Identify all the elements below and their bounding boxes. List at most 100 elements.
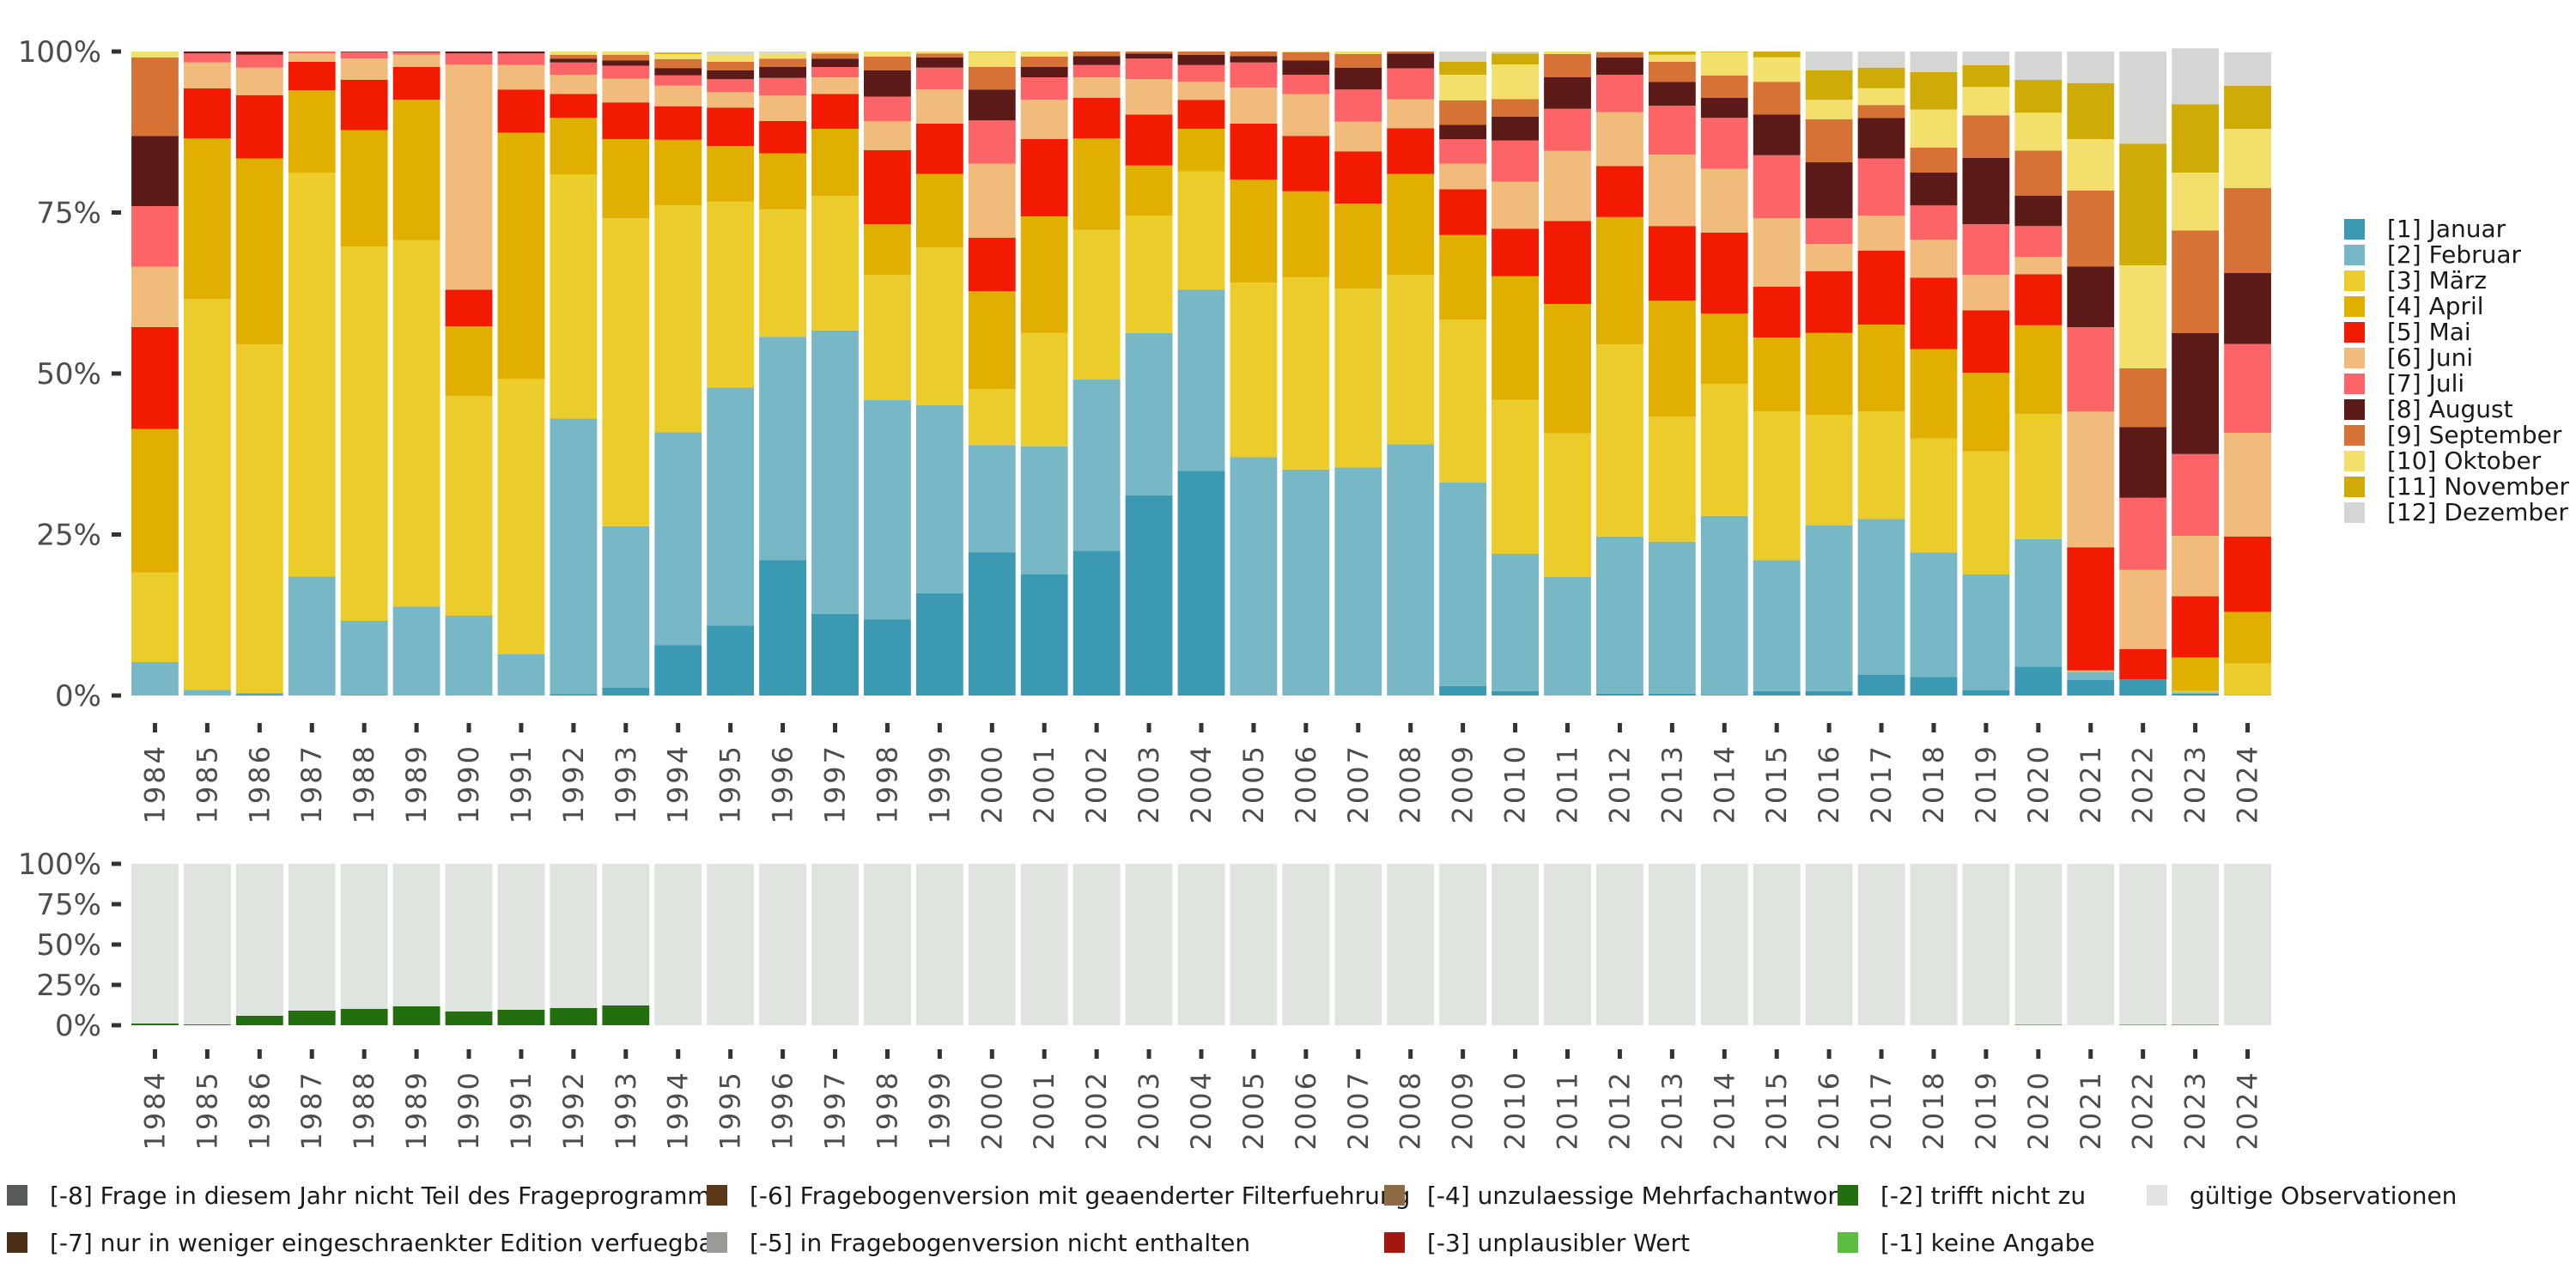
bar-segment — [1962, 64, 2010, 88]
bar-segment — [1857, 411, 1905, 519]
bar-segment — [811, 67, 859, 77]
bar-segment — [2172, 690, 2220, 693]
bar-segment — [1230, 457, 1278, 696]
top-chart-panel: 0% 25% 50% 75% 100% 1984 1985 1986 1987 1988 1989 1… — [18, 35, 2271, 823]
x-tick — [2088, 1049, 2093, 1059]
bar-segment — [1753, 114, 1801, 155]
bar-segment — [235, 693, 283, 695]
x-tick-label: 2021 — [2075, 1070, 2107, 1150]
bar-segment — [235, 67, 283, 95]
bar-segment — [2014, 52, 2063, 80]
bar-segment — [707, 52, 755, 55]
bar-segment — [864, 57, 911, 70]
bar-segment — [707, 146, 755, 202]
bar-segment — [445, 53, 493, 64]
bar-segment — [1282, 94, 1330, 137]
x-tick — [1513, 1049, 1518, 1059]
bar-segment — [2224, 129, 2271, 188]
bar-segment — [1387, 864, 1435, 1025]
bar-segment — [707, 54, 755, 62]
bar-segment — [2172, 536, 2220, 597]
bar-segment — [392, 54, 440, 67]
bar-segment — [2172, 864, 2220, 1025]
bar-segment — [1492, 276, 1539, 400]
bar-segment — [1910, 52, 1958, 72]
bar-segment — [1072, 550, 1121, 696]
bar-segment — [1962, 574, 2010, 690]
bar-segment — [445, 289, 493, 327]
bar-segment — [915, 89, 963, 124]
bar-segment — [759, 209, 807, 337]
bar-segment — [2172, 332, 2220, 454]
legend-item: [-1] keine Angabe — [1838, 1229, 2095, 1257]
x-tick — [1199, 1049, 1204, 1059]
legend-swatch — [2344, 270, 2365, 291]
bar-segment — [1910, 173, 1958, 206]
x-tick-label: 2002 — [1080, 744, 1113, 823]
x-tick — [1774, 1049, 1779, 1059]
x-tick — [884, 723, 890, 732]
bar-segment — [1857, 250, 1905, 325]
legend-swatch — [2344, 219, 2365, 240]
bar-segment — [1595, 693, 1643, 696]
y-tick — [112, 210, 121, 215]
bar-segment — [392, 67, 440, 100]
bar-segment — [1595, 75, 1643, 112]
legend-item: [5] Mai — [2344, 318, 2471, 346]
bar-segment — [1020, 67, 1068, 77]
legend-item: [-7] nur in weniger eingeschraenkter Edi… — [7, 1229, 724, 1257]
bar-segment — [707, 70, 755, 80]
bar-segment — [1177, 82, 1225, 100]
bar-segment — [1700, 98, 1748, 118]
bar-segment — [1648, 541, 1696, 694]
x-tick-label: 1993 — [610, 744, 642, 823]
bar-segment — [1805, 332, 1853, 415]
bar-segment — [811, 613, 859, 696]
x-tick — [1722, 1049, 1727, 1059]
bar-segment — [131, 206, 179, 267]
x-tick — [2036, 723, 2041, 732]
x-tick — [1199, 723, 1204, 732]
bar-segment — [1439, 864, 1487, 1025]
bar-segment — [1439, 139, 1487, 164]
bar-segment — [1230, 179, 1278, 283]
bar-segment — [1648, 155, 1696, 227]
bar-segment — [759, 153, 807, 210]
bar-segment — [497, 654, 545, 696]
bar-segment — [1072, 98, 1121, 139]
legend-item: [2] Februar — [2344, 240, 2522, 269]
bar-segment — [2224, 536, 2271, 612]
legend-swatch — [2344, 296, 2365, 317]
bar-segment — [1439, 163, 1487, 190]
x-tick — [1774, 723, 1779, 732]
x-tick-label: 2010 — [1499, 1070, 1532, 1150]
bar-segment — [915, 67, 963, 90]
x-tick — [466, 1049, 471, 1059]
bar-segment — [1439, 125, 1487, 139]
bar-segment — [2119, 427, 2167, 498]
x-tick-label: 2006 — [1290, 1070, 1322, 1150]
bar-segment — [392, 864, 440, 1006]
bar-segment — [1230, 88, 1278, 124]
bar-segment — [1544, 577, 1591, 696]
bar-segment — [864, 224, 911, 276]
x-tick-label: 2021 — [2075, 744, 2107, 823]
bar-segment — [550, 58, 598, 63]
y-tick — [112, 532, 121, 537]
bar-segment — [654, 432, 702, 646]
x-tick-label: 1990 — [453, 744, 485, 823]
x-tick-label: 1995 — [714, 744, 747, 823]
x-tick-label: 2000 — [975, 744, 1008, 823]
bar-segment — [1020, 574, 1068, 696]
bar-segment — [602, 139, 650, 219]
bar-segment — [1230, 56, 1278, 63]
bar-segment — [1595, 112, 1643, 167]
bar-segment — [288, 52, 336, 54]
bar-segment — [183, 62, 231, 88]
bar-segment — [1805, 52, 1853, 70]
legend-swatch — [2344, 322, 2365, 343]
bar-segment — [445, 52, 493, 54]
legend-item: gültige Observationen — [2147, 1182, 2457, 1210]
x-tick-label: 1990 — [453, 1070, 485, 1150]
x-tick — [937, 1049, 942, 1059]
